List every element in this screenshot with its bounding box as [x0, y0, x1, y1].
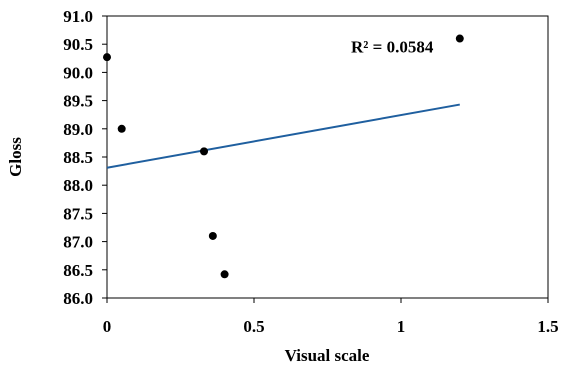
y-tick-label: 88.0: [63, 176, 93, 195]
y-tick-label: 86.5: [63, 261, 93, 280]
data-point: [117, 124, 126, 133]
y-tick-label: 88.5: [63, 148, 93, 167]
y-tick-label: 87.0: [63, 233, 93, 252]
y-tick-label: 90.5: [63, 35, 93, 54]
y-tick-label: 89.5: [63, 92, 93, 111]
data-point: [103, 53, 111, 62]
x-tick-label: 1.5: [537, 317, 558, 336]
trendline: [106, 103, 460, 169]
data-points: [103, 34, 464, 279]
y-axis-title: Gloss: [6, 137, 25, 177]
y-tick-label: 87.5: [63, 204, 93, 223]
data-point: [208, 231, 217, 240]
x-tick-label: 1: [397, 317, 406, 336]
x-axis-title: Visual scale: [285, 346, 370, 365]
y-axis-ticks: 86.0 86.5 87.0 87.5 88.0 88.5 89.0 89.5 90.0 90.5…: [63, 7, 107, 308]
y-tick-label: 86.0: [63, 289, 93, 308]
x-axis-ticks: 0 0.5 1 1.5: [103, 298, 559, 336]
x-tick-label: 0: [103, 317, 112, 336]
x-tick-label: 0.5: [243, 317, 264, 336]
y-tick-label: 91.0: [63, 7, 93, 26]
plot-area: [106, 15, 549, 299]
y-tick-label: 90.0: [63, 63, 93, 82]
data-point: [200, 147, 209, 156]
r-squared-annotation: R² = 0.0584: [351, 38, 434, 57]
y-tick-label: 89.0: [63, 120, 93, 139]
data-point: [455, 34, 464, 43]
data-point: [220, 270, 229, 279]
